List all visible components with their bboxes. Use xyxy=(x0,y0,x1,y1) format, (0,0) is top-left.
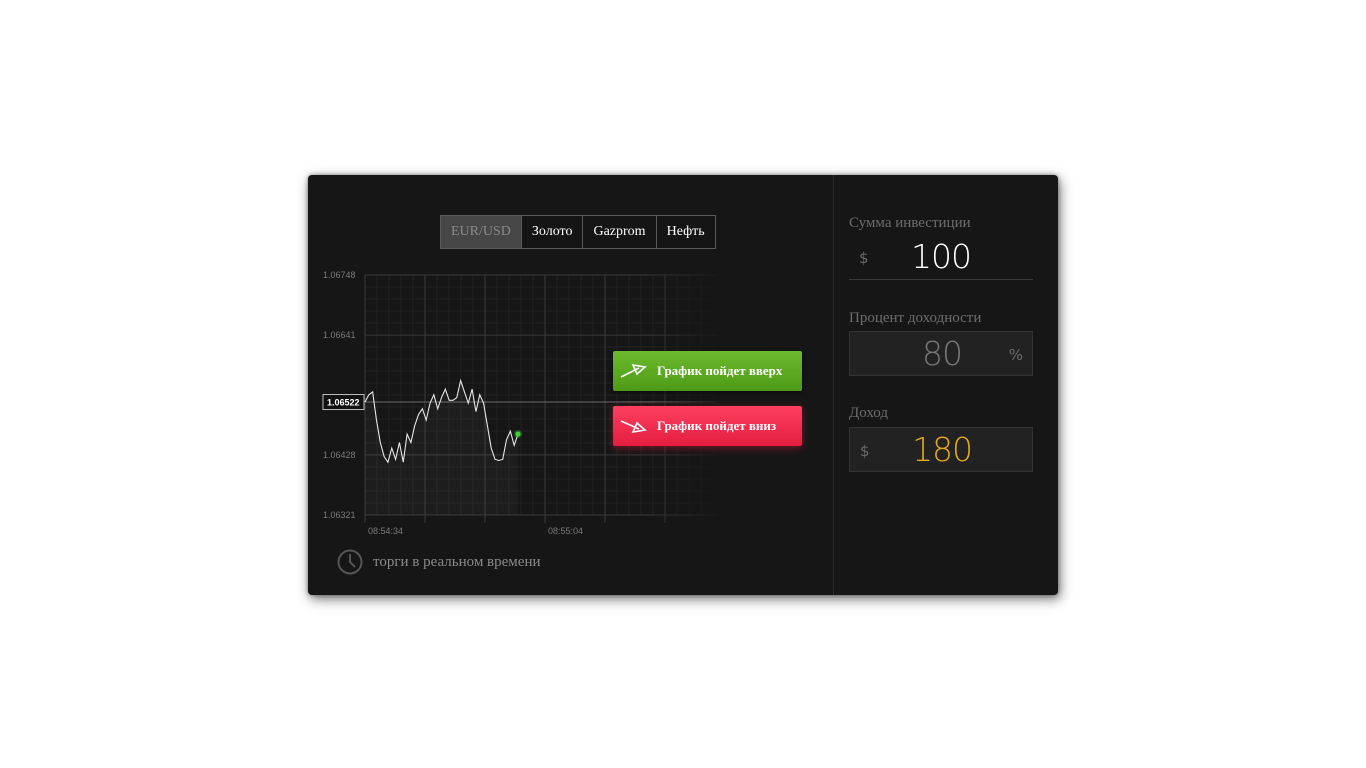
trading-widget: EUR/USD Золото Gazprom Нефть 1.06748 1.06… xyxy=(308,175,1058,595)
invest-amount-field[interactable]: $ 100 xyxy=(849,235,1033,280)
price-area xyxy=(365,381,518,515)
income-currency: $ xyxy=(860,442,870,460)
percent-label: Процент доходности xyxy=(849,310,982,326)
x-tick-label: 08:55:04 xyxy=(548,526,583,536)
current-price-box xyxy=(322,394,365,411)
panel-divider xyxy=(833,175,834,595)
call-up-button[interactable]: График пойдет вверх xyxy=(613,351,802,391)
realtime-indicator: торги в реальном времени xyxy=(337,549,541,575)
invest-label: Сумма инвестиции xyxy=(849,215,971,231)
x-tick-label: 08:54:34 xyxy=(368,526,403,536)
arrow-up-right-icon xyxy=(620,363,647,378)
put-down-button[interactable]: График пойдет вниз xyxy=(613,406,802,446)
percent-unit: % xyxy=(1008,346,1023,364)
tab-gazprom[interactable]: Gazprom xyxy=(582,216,656,248)
income-label: Доход xyxy=(849,405,888,421)
percent-value: 80 xyxy=(922,334,963,373)
y-tick-label: 1.06321 xyxy=(323,510,356,520)
put-down-label: График пойдет вниз xyxy=(657,418,777,433)
y-tick-label: 1.06428 xyxy=(323,450,356,460)
income-field: $ 180 xyxy=(849,427,1033,472)
price-line xyxy=(364,378,519,464)
realtime-label: торги в реальном времени xyxy=(373,553,541,570)
invest-value: 100 xyxy=(911,237,972,276)
arrow-down-right-icon xyxy=(620,420,647,434)
asset-tabs: EUR/USD Золото Gazprom Нефть xyxy=(440,215,716,249)
invest-currency: $ xyxy=(859,249,869,267)
clock-icon xyxy=(337,549,363,575)
y-tick-label: 1.06748 xyxy=(323,270,356,280)
price-chart: 1.06748 1.06641 1.06428 1.06321 1.06522 08:54… xyxy=(322,265,728,540)
price-marker xyxy=(515,431,521,437)
call-up-label: График пойдет вверх xyxy=(657,363,783,378)
percent-field: 80 % xyxy=(849,331,1033,376)
tab-oil[interactable]: Нефть xyxy=(655,216,715,248)
y-tick-label: 1.06641 xyxy=(323,330,356,340)
income-value: 180 xyxy=(912,430,973,469)
current-price-label: 1.06522 xyxy=(327,398,360,408)
tab-gold[interactable]: Золото xyxy=(520,216,583,248)
chart-fade xyxy=(648,265,728,540)
tab-eur-usd[interactable]: EUR/USD xyxy=(441,216,521,248)
